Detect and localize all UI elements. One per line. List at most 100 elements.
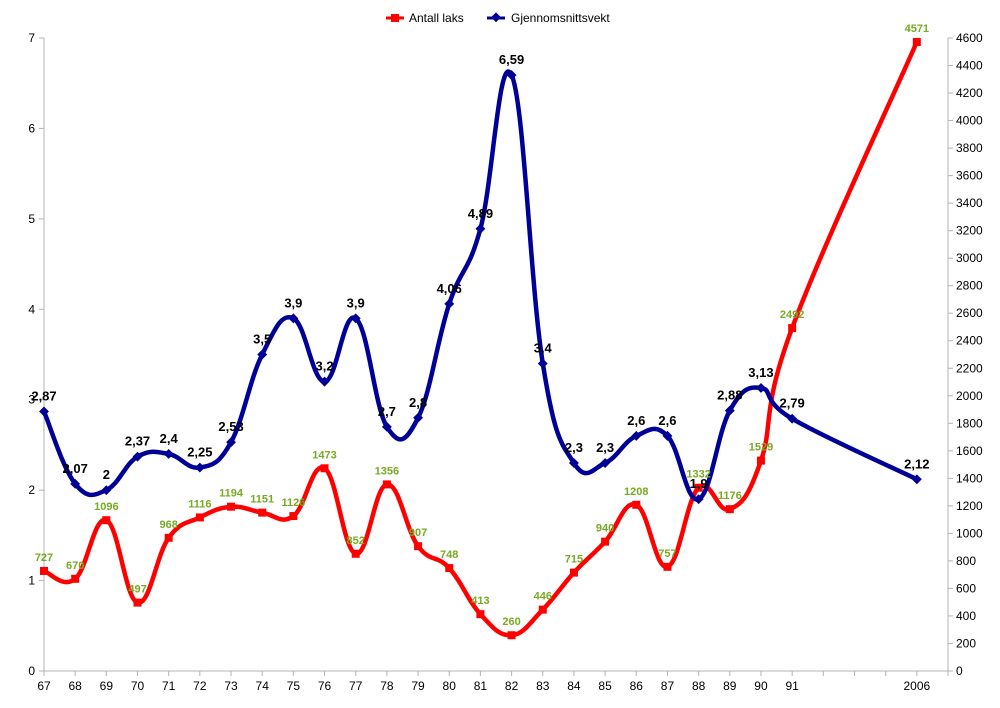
legend-label-gjennomsnittsvekt: Gjennomsnittsvekt (511, 11, 610, 25)
data-label-antall-laks: 757 (658, 548, 676, 560)
data-point-gjennomsnittsvekt (257, 349, 268, 360)
right-tick-label: 2200 (956, 361, 983, 375)
x-tick-label: 91 (785, 679, 799, 693)
x-tick-label: 67 (37, 679, 51, 693)
x-tick-label: 88 (692, 679, 706, 693)
x-tick-label: 79 (411, 679, 425, 693)
data-label-gjennomsnittsvekt: 3,2 (316, 359, 334, 374)
right-tick-label: 1800 (956, 416, 983, 430)
data-point-antall-laks (694, 483, 703, 492)
data-point-gjennomsnittsvekt (600, 458, 611, 468)
data-label-gjennomsnittsvekt: 2,7 (378, 404, 396, 419)
data-label-antall-laks: 260 (502, 616, 520, 628)
left-tick-label: 3 (28, 393, 35, 407)
axes: 0123456702004006008001000120014001600180… (28, 31, 983, 693)
data-point-antall-laks (195, 513, 204, 522)
data-label-gjennomsnittsvekt: 2,6 (658, 413, 676, 428)
right-tick-label: 3800 (956, 141, 983, 155)
data-label-antall-laks: 968 (160, 519, 178, 531)
legend: Antall laks Gjennomsnittsvekt (386, 11, 610, 25)
right-tick-label: 2600 (956, 306, 983, 320)
left-tick-label: 7 (28, 31, 35, 45)
data-label-gjennomsnittsvekt: 3,13 (748, 365, 773, 380)
data-label-gjennomsnittsvekt: 2,87 (31, 388, 56, 403)
data-point-antall-laks (414, 542, 423, 551)
data-label-antall-laks: 715 (565, 554, 583, 566)
data-point-antall-laks (569, 568, 578, 577)
data-label-antall-laks: 446 (534, 591, 552, 603)
data-point-antall-laks (507, 631, 516, 640)
right-tick-label: 3600 (956, 169, 983, 183)
x-tick-label: 80 (443, 679, 457, 693)
right-tick-label: 200 (956, 636, 976, 650)
data-point-antall-laks (164, 533, 173, 542)
x-tick-label: 74 (256, 679, 270, 693)
data-point-gjennomsnittsvekt (631, 430, 642, 441)
data-label-gjennomsnittsvekt: 3,9 (284, 295, 302, 310)
right-tick-label: 2800 (956, 279, 983, 293)
left-tick-label: 5 (28, 212, 35, 226)
data-point-gjennomsnittsvekt (319, 376, 330, 387)
data-point-antall-laks (663, 562, 672, 571)
data-label-gjennomsnittsvekt: 3,4 (534, 341, 553, 356)
data-point-antall-laks (476, 610, 485, 619)
data-point-gjennomsnittsvekt (568, 458, 579, 468)
x-tick-label: 68 (68, 679, 82, 693)
data-point-gjennomsnittsvekt (350, 313, 361, 324)
x-tick-label: 2006 (903, 679, 930, 693)
data-label-antall-laks: 4571 (905, 23, 929, 35)
data-label-gjennomsnittsvekt: 2,4 (160, 431, 179, 446)
data-point-antall-laks (538, 605, 547, 614)
data-label-antall-laks: 852 (347, 535, 365, 547)
data-point-antall-laks (788, 324, 797, 333)
data-point-antall-laks (382, 480, 391, 489)
data-point-gjennomsnittsvekt (693, 494, 704, 505)
series-line-antall-laks (41, 39, 920, 638)
data-point-antall-laks (320, 464, 329, 473)
x-tick-label: 87 (661, 679, 675, 693)
x-tick-label: 70 (131, 679, 145, 693)
data-point-antall-laks (102, 516, 111, 525)
data-label-gjennomsnittsvekt: 6,59 (499, 52, 524, 67)
data-label-antall-laks: 1096 (94, 501, 118, 513)
data-point-antall-laks (133, 598, 142, 607)
data-point-gjennomsnittsvekt (537, 358, 548, 369)
data-point-gjennomsnittsvekt (413, 412, 424, 423)
data-point-antall-laks (289, 512, 298, 521)
data-label-gjennomsnittsvekt: 2 (103, 467, 110, 482)
data-label-gjennomsnittsvekt: 2,88 (717, 388, 742, 403)
right-tick-label: 4600 (956, 31, 983, 45)
data-point-gjennomsnittsvekt (444, 298, 455, 309)
data-label-antall-laks: 670 (66, 560, 84, 572)
right-tick-label: 800 (956, 554, 976, 568)
right-tick-label: 400 (956, 609, 976, 623)
data-point-antall-laks (351, 549, 360, 558)
x-tick-label: 83 (536, 679, 550, 693)
right-tick-label: 4400 (956, 59, 983, 73)
data-label-gjennomsnittsvekt: 2,8 (409, 395, 427, 410)
data-label-gjennomsnittsvekt: 2,07 (63, 461, 88, 476)
data-point-gjennomsnittsvekt (288, 313, 299, 324)
data-point-gjennomsnittsvekt (756, 383, 766, 393)
x-tick-label: 84 (567, 679, 581, 693)
data-label-gjennomsnittsvekt: 2,25 (187, 445, 212, 460)
x-tick-label: 77 (349, 679, 363, 693)
data-label-antall-laks: 1116 (188, 498, 211, 510)
x-tick-label: 81 (474, 679, 488, 693)
right-tick-label: 3400 (956, 196, 983, 210)
data-point-gjennomsnittsvekt (724, 405, 735, 416)
data-point-antall-laks (912, 37, 921, 46)
x-tick-label: 82 (505, 679, 519, 693)
data-label-antall-laks: 1529 (749, 442, 773, 454)
data-label-antall-laks: 1151 (250, 494, 274, 506)
data-label-antall-laks: 497 (128, 584, 146, 596)
data-label-gjennomsnittsvekt: 1,9 (690, 476, 708, 491)
left-tick-label: 6 (28, 121, 35, 135)
data-label-antall-laks: 1176 (718, 490, 742, 502)
data-point-antall-laks (227, 502, 236, 511)
data-point-antall-laks (40, 566, 48, 575)
data-label-antall-laks: 1194 (219, 488, 244, 500)
right-tick-label: 2000 (956, 389, 983, 403)
data-point-gjennomsnittsvekt (662, 430, 673, 441)
